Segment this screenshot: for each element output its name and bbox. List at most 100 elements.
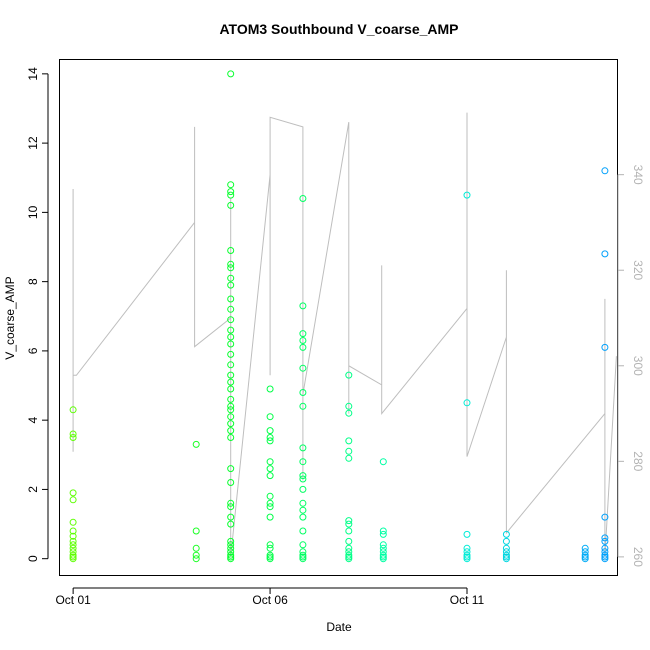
data-point <box>299 444 307 452</box>
data-point <box>227 537 235 545</box>
data-point <box>227 295 235 303</box>
data-point <box>601 250 609 258</box>
y-tick-label: 8 <box>26 278 40 285</box>
data-point <box>69 537 77 545</box>
data-point <box>227 378 235 386</box>
data-point <box>227 541 235 549</box>
data-point <box>227 247 235 254</box>
data-point <box>227 513 235 521</box>
data-point <box>299 343 307 351</box>
data-point <box>345 402 353 410</box>
data-point <box>345 409 353 417</box>
data-point <box>345 520 353 528</box>
y2-tick-label: 320 <box>631 260 645 280</box>
data-point <box>227 340 235 348</box>
data-point <box>345 527 353 535</box>
data-point <box>227 361 235 369</box>
data-point <box>227 402 235 410</box>
data-point <box>192 544 200 552</box>
data-point <box>463 191 471 199</box>
data-point <box>69 434 77 441</box>
y-tick-label: 6 <box>26 347 40 354</box>
data-point <box>227 70 235 78</box>
x-tick-label: Oct 01 <box>55 593 91 607</box>
data-point <box>299 548 307 556</box>
x-tick-label: Oct 06 <box>252 593 288 607</box>
chart-title: ATOM3 Southbound V_coarse_AMP <box>219 21 458 37</box>
data-point <box>266 555 274 563</box>
bottom-axis: Oct 01 Oct 06 Oct 11 <box>55 587 485 607</box>
data-point <box>227 465 235 473</box>
data-point <box>227 427 235 435</box>
data-point <box>463 548 471 556</box>
data-point <box>227 479 235 486</box>
data-point <box>345 437 353 445</box>
data-point <box>227 406 235 414</box>
data-point <box>227 316 235 324</box>
y-tick-label: 12 <box>26 136 40 150</box>
data-point <box>345 548 353 556</box>
data-point <box>502 544 510 552</box>
data-point <box>502 548 510 556</box>
data-point <box>227 305 235 313</box>
data-point <box>227 326 235 334</box>
data-point <box>266 472 274 480</box>
data-point <box>227 191 235 199</box>
y-tick-label: 10 <box>26 205 40 219</box>
data-point <box>69 406 77 414</box>
data-point <box>299 541 307 549</box>
data-point <box>266 503 274 511</box>
data-point <box>299 513 307 521</box>
y2-tick-label: 280 <box>631 451 645 471</box>
data-point <box>299 475 307 483</box>
data-point <box>463 555 471 563</box>
data-point <box>345 447 353 455</box>
data-point <box>227 188 235 196</box>
data-point <box>227 264 235 272</box>
data-point <box>227 385 235 393</box>
data-point <box>69 527 77 535</box>
data-point <box>227 181 235 189</box>
data-point <box>227 555 235 563</box>
data-point <box>266 544 274 552</box>
data-point <box>299 472 307 480</box>
data-point <box>299 485 307 493</box>
data-point <box>227 499 235 507</box>
data-point <box>379 548 387 556</box>
data-point <box>192 527 200 535</box>
data-point <box>227 420 235 428</box>
data-point <box>266 541 274 549</box>
data-point <box>299 302 307 310</box>
data-point <box>227 371 235 379</box>
data-point <box>192 440 200 448</box>
data-point <box>601 537 609 545</box>
data-point <box>601 555 609 563</box>
data-point <box>299 499 307 507</box>
data-point <box>601 548 609 556</box>
data-point <box>379 458 387 466</box>
data-point <box>601 513 609 521</box>
data-point <box>266 499 274 507</box>
data-point <box>69 544 77 552</box>
y-tick-label: 2 <box>26 486 40 493</box>
data-point <box>266 413 274 421</box>
data-point <box>299 337 307 344</box>
data-point <box>266 513 274 521</box>
data-point <box>581 548 589 556</box>
data-point <box>601 167 609 175</box>
data-point <box>299 402 307 410</box>
data-point <box>227 434 235 441</box>
data-point <box>601 544 609 552</box>
data-point <box>463 530 471 538</box>
right-axis: 260 280 300 320 340 <box>617 165 645 567</box>
data-point <box>227 274 235 282</box>
data-point <box>227 260 235 268</box>
y2-tick-label: 340 <box>631 165 645 185</box>
left-axis: 0 2 4 6 8 10 12 14 <box>26 67 49 562</box>
data-point <box>379 555 387 563</box>
data-point <box>502 537 510 545</box>
data-point <box>299 506 307 514</box>
data-point <box>299 364 307 372</box>
y-tick-label: 0 <box>26 555 40 562</box>
